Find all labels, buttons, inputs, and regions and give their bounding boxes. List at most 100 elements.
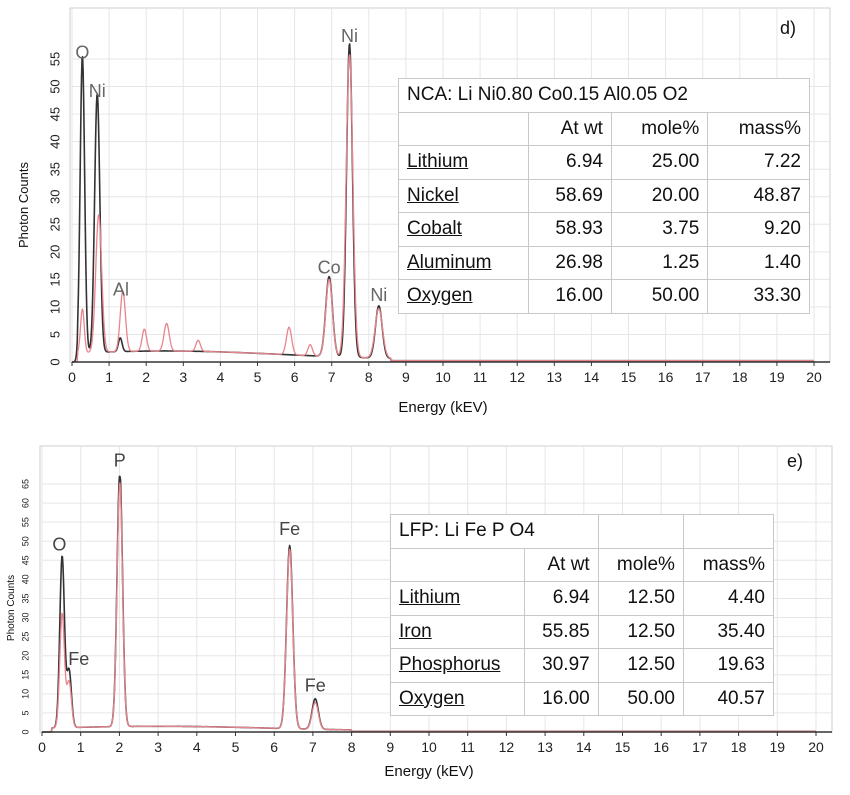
y-tick-label: 45 bbox=[20, 555, 30, 565]
x-tick-label: 18 bbox=[732, 369, 748, 385]
y-tick-label: 5 bbox=[20, 710, 30, 715]
y-tick-label: 30 bbox=[20, 613, 30, 623]
mass-value: 9.20 bbox=[707, 212, 810, 247]
x-tick-label: 13 bbox=[537, 739, 553, 755]
element-name: Iron bbox=[389, 614, 526, 649]
y-axis-label: Photon Counts bbox=[6, 575, 17, 641]
at-wt-value: 30.97 bbox=[524, 648, 599, 683]
mass-value: 40.57 bbox=[682, 681, 775, 716]
table-title: LFP: Li Fe P O4 bbox=[390, 514, 599, 549]
at-wt-value: 58.69 bbox=[528, 178, 612, 213]
x-tick-label: 16 bbox=[658, 369, 674, 385]
y-tick-label: 30 bbox=[47, 190, 62, 204]
peak-label: Co bbox=[318, 257, 341, 277]
mole-value: 25.00 bbox=[610, 145, 709, 180]
x-tick-label: 7 bbox=[328, 369, 336, 385]
mass-value: 35.40 bbox=[682, 614, 775, 649]
y-tick-label: 0 bbox=[47, 358, 62, 365]
x-tick-label: 20 bbox=[808, 739, 824, 755]
element-name: Nickel bbox=[397, 178, 530, 213]
x-tick-label: 12 bbox=[499, 739, 515, 755]
panel-label: d) bbox=[780, 18, 796, 38]
x-tick-label: 2 bbox=[116, 739, 124, 755]
table-row: Oxygen 16.00 50.00 33.30 bbox=[397, 279, 810, 314]
panel-label: e) bbox=[787, 451, 803, 471]
mass-value: 48.87 bbox=[707, 178, 810, 213]
x-tick-label: 19 bbox=[769, 369, 785, 385]
col-header-mass: mass% bbox=[682, 547, 775, 582]
y-tick-label: 35 bbox=[20, 593, 30, 603]
x-tick-label: 16 bbox=[653, 739, 669, 755]
x-tick-label: 4 bbox=[217, 369, 225, 385]
at-wt-value: 16.00 bbox=[528, 279, 612, 314]
element-name: Cobalt bbox=[397, 212, 530, 247]
y-tick-label: 50 bbox=[47, 79, 62, 93]
element-name: Phosphorus bbox=[389, 648, 526, 683]
x-tick-label: 1 bbox=[105, 369, 113, 385]
at-wt-value: 58.93 bbox=[528, 212, 612, 247]
mole-value: 12.50 bbox=[597, 581, 684, 616]
peak-label: Fe bbox=[305, 676, 326, 696]
y-tick-label: 50 bbox=[20, 536, 30, 546]
y-axis-label: Photon Counts bbox=[16, 162, 31, 249]
x-tick-label: 0 bbox=[38, 739, 46, 755]
peak-label: Fe bbox=[279, 519, 300, 539]
element-name: Oxygen bbox=[389, 681, 526, 716]
x-tick-label: 3 bbox=[179, 369, 187, 385]
mass-value: 4.40 bbox=[682, 581, 775, 616]
x-tick-label: 17 bbox=[692, 739, 708, 755]
x-tick-label: 2 bbox=[142, 369, 150, 385]
peak-label: Ni bbox=[341, 26, 358, 46]
peak-label: Fe bbox=[68, 649, 89, 669]
element-name: Oxygen bbox=[397, 279, 530, 314]
mass-value: 1.40 bbox=[707, 245, 810, 280]
x-tick-label: 9 bbox=[402, 369, 410, 385]
y-tick-label: 20 bbox=[20, 651, 30, 661]
mass-value: 7.22 bbox=[707, 145, 810, 180]
at-wt-value: 55.85 bbox=[524, 614, 599, 649]
at-wt-value: 6.94 bbox=[528, 145, 612, 180]
table-row: Oxygen 16.00 50.00 40.57 bbox=[389, 681, 775, 716]
peak-label: P bbox=[114, 451, 126, 471]
x-tick-label: 6 bbox=[291, 369, 299, 385]
x-tick-label: 8 bbox=[365, 369, 373, 385]
mole-value: 1.25 bbox=[610, 245, 709, 280]
at-wt-value: 26.98 bbox=[528, 245, 612, 280]
y-tick-label: 40 bbox=[20, 574, 30, 584]
table-row: Iron 55.85 12.50 35.40 bbox=[389, 614, 775, 649]
y-tick-label: 55 bbox=[20, 517, 30, 527]
y-tick-label: 25 bbox=[20, 632, 30, 642]
x-tick-label: 14 bbox=[576, 739, 592, 755]
y-tick-label: 40 bbox=[47, 134, 62, 148]
col-header-mole: mole% bbox=[610, 111, 709, 146]
nca-composition-table: NCA: Li Ni0.80 Co0.15 Al0.05 O2 At wt mo… bbox=[397, 78, 810, 314]
mass-value: 33.30 bbox=[707, 279, 810, 314]
mole-value: 20.00 bbox=[610, 178, 709, 213]
table-title-blank bbox=[597, 514, 684, 549]
x-tick-label: 18 bbox=[731, 739, 747, 755]
y-tick-label: 0 bbox=[20, 729, 30, 734]
table-title-row: NCA: Li Ni0.80 Co0.15 Al0.05 O2 bbox=[398, 78, 810, 113]
x-tick-label: 15 bbox=[621, 369, 637, 385]
table-header-empty bbox=[389, 547, 526, 582]
at-wt-value: 16.00 bbox=[524, 681, 599, 716]
lfp-composition-table: LFP: Li Fe P O4 At wt mole% mass% Lithiu… bbox=[389, 514, 775, 716]
x-tick-label: 6 bbox=[270, 739, 278, 755]
mole-value: 12.50 bbox=[597, 614, 684, 649]
x-tick-label: 12 bbox=[509, 369, 525, 385]
table-row: Cobalt 58.93 3.75 9.20 bbox=[397, 212, 810, 247]
x-tick-label: 15 bbox=[615, 739, 631, 755]
y-tick-label: 55 bbox=[47, 52, 62, 66]
y-tick-label: 15 bbox=[47, 272, 62, 286]
y-tick-label: 65 bbox=[20, 479, 30, 489]
table-header-empty bbox=[397, 111, 530, 146]
mass-value: 19.63 bbox=[682, 648, 775, 683]
table-header-row: At wt mole% mass% bbox=[389, 547, 775, 582]
mole-value: 3.75 bbox=[610, 212, 709, 247]
col-header-at-wt: At wt bbox=[528, 111, 612, 146]
x-tick-label: 10 bbox=[421, 739, 437, 755]
spectrum-series-2 bbox=[71, 54, 815, 363]
y-tick-label: 10 bbox=[20, 689, 30, 699]
table-row: Aluminum 26.98 1.25 1.40 bbox=[397, 245, 810, 280]
peak-label: Al bbox=[113, 279, 129, 299]
